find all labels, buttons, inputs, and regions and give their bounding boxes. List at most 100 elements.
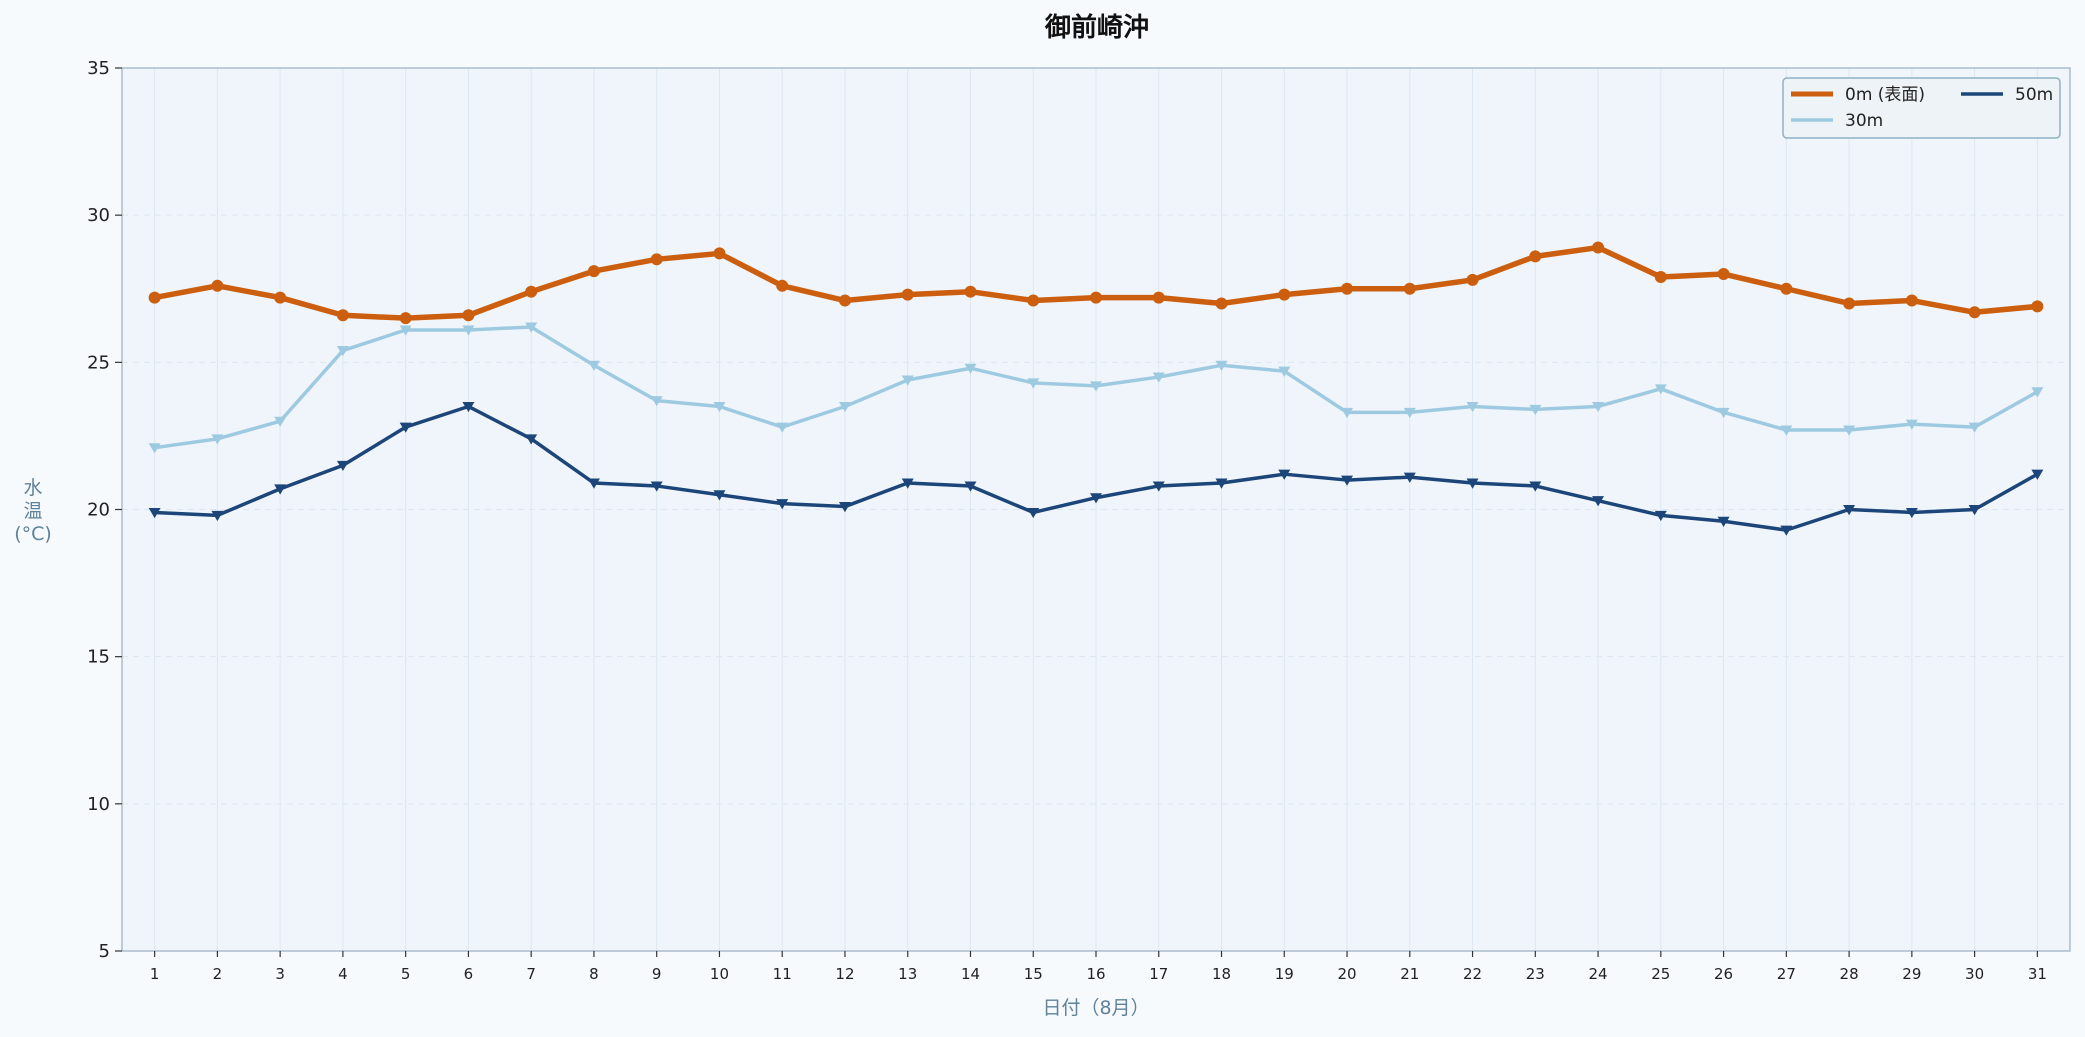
data-point-series-2: [1466, 478, 1479, 489]
data-point-series-2: [1717, 516, 1730, 527]
data-point-series-2: [1592, 496, 1605, 507]
legend-label: 50m: [2015, 85, 2053, 105]
data-point-series-1: [1341, 407, 1354, 419]
data-point-series-0: [1466, 273, 1479, 286]
data-point-series-0: [525, 285, 538, 298]
data-point-series-2: [211, 510, 224, 522]
data-point-series-1: [1780, 425, 1793, 436]
legend-label: 0m (表面): [1845, 85, 1925, 105]
y-tick-label: 35: [87, 58, 110, 79]
x-tick-label: 28: [1840, 965, 1859, 983]
x-tick-label: 10: [710, 965, 729, 983]
x-tick-label: 6: [464, 965, 474, 983]
data-point-series-0: [336, 309, 349, 322]
data-point-series-0: [1592, 241, 1605, 254]
data-point-series-1: [1215, 360, 1228, 371]
data-point-series-1: [587, 360, 600, 371]
y-tick-label: 20: [87, 500, 110, 521]
data-point-series-2: [1529, 481, 1542, 492]
data-point-series-2: [462, 401, 475, 413]
data-point-series-0: [1843, 297, 1856, 310]
data-point-series-2: [336, 460, 349, 472]
y-axis-label: 水温(°C): [14, 477, 52, 545]
data-point-series-2: [650, 481, 663, 492]
data-point-series-1: [838, 401, 851, 413]
data-point-series-1: [1152, 372, 1165, 383]
data-point-series-1: [1654, 384, 1667, 395]
x-tick-label: 23: [1526, 965, 1545, 983]
x-tick-label: 30: [1965, 965, 1984, 983]
data-point-series-0: [1905, 294, 1918, 307]
x-tick-label: 1: [150, 965, 160, 983]
data-point-series-0: [901, 288, 914, 301]
data-point-series-1: [776, 422, 789, 433]
data-point-series-0: [1780, 282, 1793, 295]
x-tick-label: 2: [213, 965, 223, 983]
data-point-series-0: [964, 285, 977, 298]
data-point-series-1: [274, 416, 287, 427]
data-point-series-0: [1215, 297, 1228, 310]
data-point-series-1: [650, 396, 663, 407]
data-point-series-2: [901, 478, 914, 489]
data-point-series-1: [1529, 404, 1542, 416]
chart-title: 御前崎沖: [1044, 12, 1149, 43]
data-point-series-1: [1466, 401, 1479, 413]
data-point-series-2: [525, 434, 538, 445]
data-point-series-1: [1403, 407, 1416, 419]
data-point-series-0: [462, 309, 475, 322]
x-tick-label: 13: [898, 965, 917, 983]
x-axis-label: 日付（8月）: [1042, 997, 1149, 1019]
data-point-series-2: [399, 422, 412, 433]
y-tick-label: 25: [87, 352, 110, 373]
x-tick-label: 21: [1400, 965, 1419, 983]
x-tick-label: 22: [1463, 965, 1482, 983]
data-point-series-2: [1215, 478, 1228, 489]
data-point-series-0: [1529, 250, 1542, 263]
x-tick-label: 11: [773, 965, 792, 983]
x-tick-label: 16: [1086, 965, 1105, 983]
data-point-series-1: [1968, 422, 1981, 433]
x-tick-label: 25: [1651, 965, 1670, 983]
data-point-series-2: [1152, 481, 1165, 492]
data-point-series-0: [274, 291, 287, 304]
data-point-series-0: [1090, 291, 1102, 304]
data-point-series-1: [399, 325, 412, 336]
y-tick-label: 30: [87, 205, 110, 226]
data-point-series-0: [1654, 270, 1667, 283]
data-point-series-1: [336, 346, 349, 357]
data-point-series-1: [1905, 419, 1918, 430]
data-point-series-2: [1654, 510, 1667, 522]
data-point-series-2: [964, 481, 977, 492]
legend: 0m (表面) 50m 30m: [1782, 77, 2061, 139]
data-point-series-0: [1717, 268, 1730, 281]
data-point-series-2: [274, 484, 287, 495]
x-tick-label: 5: [401, 965, 411, 983]
data-point-series-2: [1843, 505, 1856, 516]
data-point-series-2: [148, 507, 161, 519]
data-point-series-1: [1027, 378, 1040, 389]
data-point-series-0: [713, 247, 726, 260]
data-point-series-0: [1968, 306, 1981, 319]
data-point-series-0: [587, 265, 600, 278]
x-tick-label: 17: [1149, 965, 1168, 983]
x-tick-label: 29: [1902, 965, 1921, 983]
data-point-series-1: [901, 375, 914, 386]
data-point-series-0: [1341, 282, 1354, 295]
x-tick-label: 8: [589, 965, 599, 983]
data-point-series-0: [838, 294, 851, 307]
data-point-series-2: [1027, 507, 1040, 519]
data-point-series-0: [650, 253, 663, 266]
x-tick-label: 26: [1714, 965, 1733, 983]
data-point-series-2: [2031, 469, 2044, 480]
data-point-series-0: [1152, 291, 1165, 304]
data-point-series-0: [148, 291, 161, 304]
data-point-series-1: [1278, 366, 1291, 377]
data-point-series-0: [2031, 300, 2044, 313]
data-point-series-1: [964, 363, 977, 374]
data-point-series-0: [211, 279, 224, 292]
data-point-series-0: [1278, 288, 1291, 301]
data-point-series-2: [713, 490, 726, 501]
data-point-series-1: [1592, 401, 1605, 413]
data-point-series-0: [399, 312, 412, 325]
x-tick-label: 24: [1589, 965, 1608, 983]
